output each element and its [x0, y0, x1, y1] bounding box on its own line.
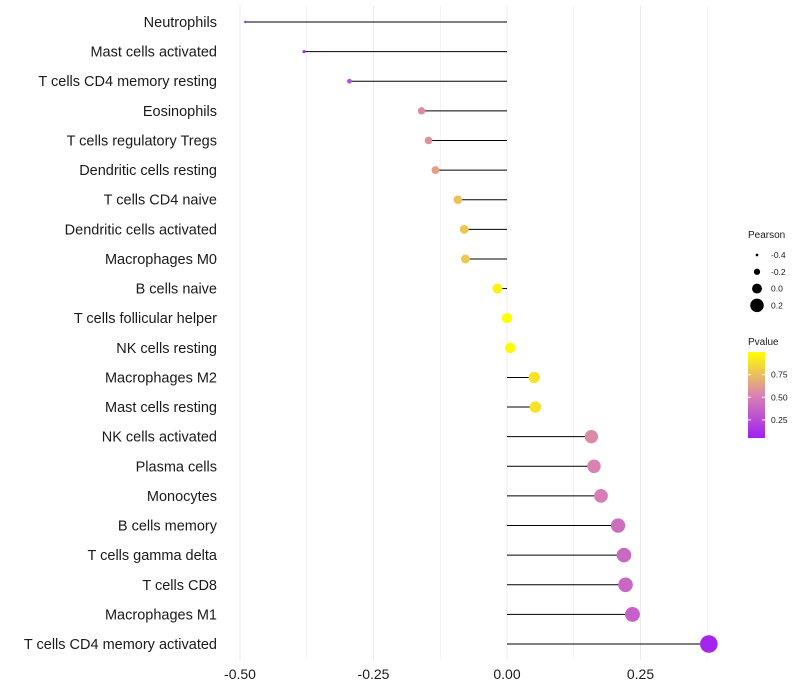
pvalue-color-legend: Pvalue 0.25 0.50 0.75 [748, 337, 788, 438]
x-tick-label: 0.25 [627, 666, 654, 682]
point-t-cells-cd4-memory-resting [347, 78, 352, 84]
y-label-nk-cells-resting: NK cells resting [116, 341, 217, 357]
pvalue-gradient-bar [748, 352, 765, 438]
pearson-legend-key [753, 268, 761, 275]
y-label-t-cells-follicular-helper: T cells follicular helper [74, 311, 217, 327]
point-macrophages-m2 [528, 371, 540, 384]
lollipop-stems [245, 21, 709, 645]
pearson-size-legend: Pearson -0.4 -0.2 0.0 0.2 [748, 230, 786, 313]
y-axis-labels: Neutrophils Mast cells activated T cells C… [24, 15, 218, 653]
pearson-legend-label: 0.0 [771, 284, 783, 294]
y-label-mast-cells-activated: Mast cells activated [90, 45, 217, 61]
pearson-legend-key [755, 253, 759, 257]
y-label-macrophages-m2: Macrophages M2 [105, 370, 217, 386]
y-label-b-cells-naive: B cells naive [136, 282, 217, 298]
pvalue-legend-label: 0.75 [771, 370, 788, 380]
pvalue-legend-label: 0.50 [771, 392, 788, 402]
point-mast-cells-resting [529, 401, 542, 413]
gridlines [239, 5, 708, 660]
y-label-eosinophils: Eosinophils [143, 104, 217, 120]
y-label-b-cells-memory: B cells memory [118, 519, 218, 535]
y-label-neutrophils: Neutrophils [144, 15, 217, 31]
y-label-macrophages-m1: Macrophages M1 [105, 607, 217, 623]
y-label-dendritic-cells-activated: Dendritic cells activated [65, 222, 217, 238]
pearson-legend-label: 0.2 [771, 300, 783, 310]
point-t-cells-follicular-helper [501, 313, 513, 324]
point-b-cells-memory [610, 518, 626, 533]
y-label-t-cells-cd4-memory-resting: T cells CD4 memory resting [38, 74, 217, 90]
point-nk-cells-activated [584, 429, 599, 444]
y-label-t-cells-cd4-naive: T cells CD4 naive [104, 193, 217, 209]
y-label-dendritic-cells-resting: Dendritic cells resting [79, 163, 217, 179]
point-plasma-cells [587, 459, 601, 474]
pearson-legend-label: -0.4 [771, 250, 786, 260]
y-label-macrophages-m0: Macrophages M0 [105, 252, 217, 268]
point-monocytes [594, 489, 608, 503]
point-nk-cells-resting [504, 342, 516, 354]
point-b-cells-naive [492, 283, 503, 294]
y-label-mast-cells-resting: Mast cells resting [105, 400, 217, 416]
x-tick-label: -0.25 [358, 666, 390, 682]
y-label-t-cells-gamma-delta: T cells gamma delta [88, 548, 218, 564]
y-label-plasma-cells: Plasma cells [136, 459, 217, 475]
x-tick-label: 0.00 [493, 666, 520, 682]
pvalue-legend-title: Pvalue [748, 337, 779, 348]
y-label-nk-cells-activated: NK cells activated [102, 430, 217, 446]
x-axis-labels: -0.50 -0.25 0.00 0.25 [224, 666, 654, 682]
point-t-cells-cd4-memory-activated [700, 635, 718, 653]
pearson-legend-key [750, 298, 764, 313]
y-label-t-cells-cd4-memory-activated: T cells CD4 memory activated [24, 637, 217, 653]
y-label-t-cells-regulatory-tregs: T cells regulatory Tregs [67, 133, 217, 149]
pearson-legend-label: -0.2 [771, 267, 786, 277]
pvalue-legend-label: 0.25 [771, 415, 788, 425]
x-tick-label: -0.50 [224, 666, 256, 682]
point-mast-cells-activated [302, 50, 306, 54]
y-label-t-cells-cd8: T cells CD8 [142, 578, 217, 594]
point-t-cells-cd8 [618, 577, 633, 593]
point-dendritic-cells-activated [459, 224, 469, 234]
pearson-legend-key [752, 283, 762, 294]
y-label-monocytes: Monocytes [147, 489, 217, 505]
pearson-legend-title: Pearson [748, 230, 785, 241]
point-t-cells-gamma-delta [616, 547, 632, 563]
point-dendritic-cells-resting [431, 166, 440, 175]
point-macrophages-m0 [460, 254, 470, 264]
point-neutrophils [244, 20, 247, 24]
point-t-cells-cd4-naive [453, 195, 463, 205]
point-macrophages-m1 [625, 606, 640, 622]
lollipop-points [244, 20, 718, 653]
point-eosinophils [417, 107, 426, 115]
point-t-cells-regulatory-tregs [424, 136, 433, 145]
